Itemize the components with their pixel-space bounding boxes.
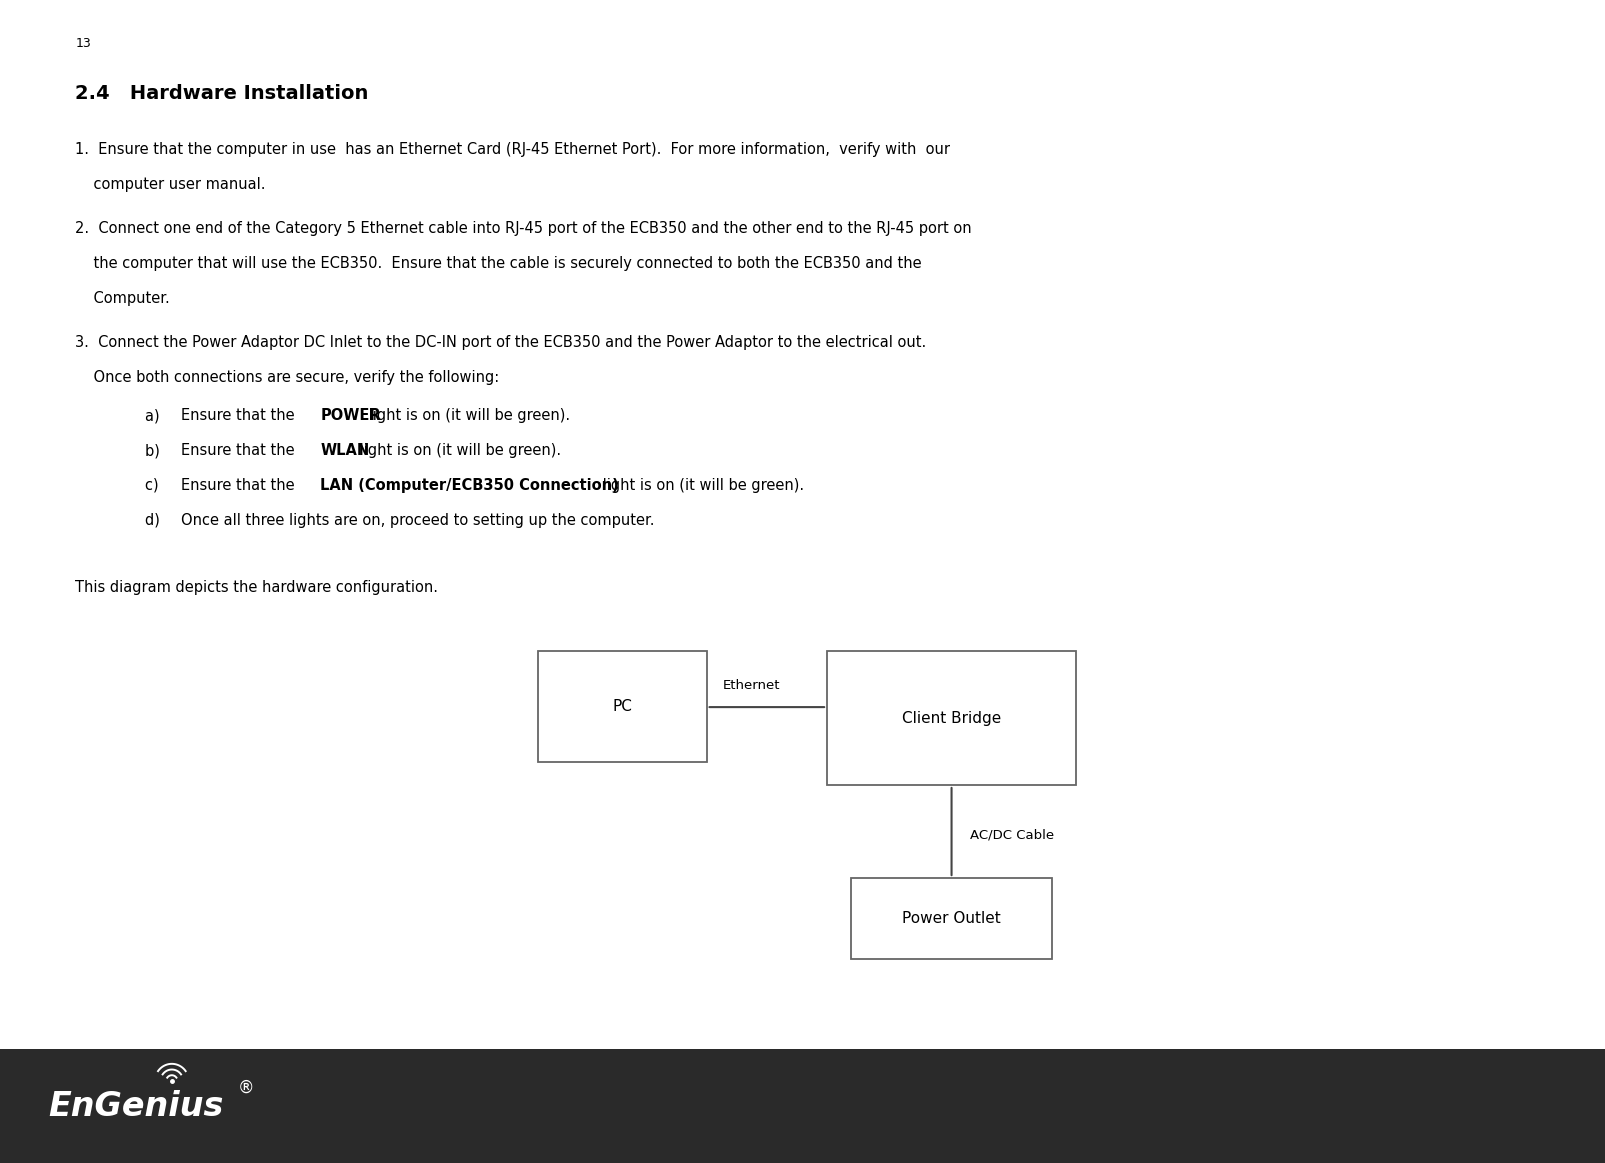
Text: Ensure that the: Ensure that the <box>181 478 300 493</box>
Text: Power Outlet: Power Outlet <box>902 912 1000 926</box>
Text: Client Bridge: Client Bridge <box>902 711 1000 726</box>
Text: computer user manual.: computer user manual. <box>75 177 266 192</box>
Text: Ethernet: Ethernet <box>722 679 780 692</box>
Text: b): b) <box>144 443 169 458</box>
Text: d): d) <box>144 513 169 528</box>
Text: c): c) <box>144 478 167 493</box>
Text: 1.  Ensure that the computer in use  has an Ethernet Card (RJ-45 Ethernet Port).: 1. Ensure that the computer in use has a… <box>75 142 950 157</box>
Text: WLAN: WLAN <box>319 443 369 458</box>
Text: LAN (Computer/ECB350 Connection): LAN (Computer/ECB350 Connection) <box>319 478 618 493</box>
Bar <box>851 878 1051 959</box>
Text: Ensure that the: Ensure that the <box>181 408 300 423</box>
Text: POWER: POWER <box>319 408 380 423</box>
Bar <box>538 651 706 762</box>
Text: Computer.: Computer. <box>75 291 170 306</box>
Text: PC: PC <box>612 699 632 714</box>
Text: ®: ® <box>238 1079 254 1097</box>
Text: 2.  Connect one end of the Category 5 Ethernet cable into RJ-45 port of the ECB3: 2. Connect one end of the Category 5 Eth… <box>75 221 971 236</box>
Text: Once both connections are secure, verify the following:: Once both connections are secure, verify… <box>75 370 499 385</box>
Text: Ensure that the: Ensure that the <box>181 443 300 458</box>
Text: This diagram depicts the hardware configuration.: This diagram depicts the hardware config… <box>75 580 438 595</box>
Text: the computer that will use the ECB350.  Ensure that the cable is securely connec: the computer that will use the ECB350. E… <box>75 256 921 271</box>
Text: 2.4   Hardware Installation: 2.4 Hardware Installation <box>75 84 369 102</box>
Text: 13: 13 <box>75 37 91 50</box>
Text: EnGenius: EnGenius <box>48 1090 223 1122</box>
Text: Once all three lights are on, proceed to setting up the computer.: Once all three lights are on, proceed to… <box>181 513 655 528</box>
Bar <box>0 1049 1605 1163</box>
Text: light is on (it will be green).: light is on (it will be green). <box>355 443 560 458</box>
Bar <box>827 651 1075 785</box>
Text: light is on (it will be green).: light is on (it will be green). <box>597 478 804 493</box>
Text: a): a) <box>144 408 169 423</box>
Text: 3.  Connect the Power Adaptor DC Inlet to the DC-IN port of the ECB350 and the P: 3. Connect the Power Adaptor DC Inlet to… <box>75 335 926 350</box>
Text: light is on (it will be green).: light is on (it will be green). <box>363 408 570 423</box>
Text: AC/DC Cable: AC/DC Cable <box>969 828 1053 842</box>
